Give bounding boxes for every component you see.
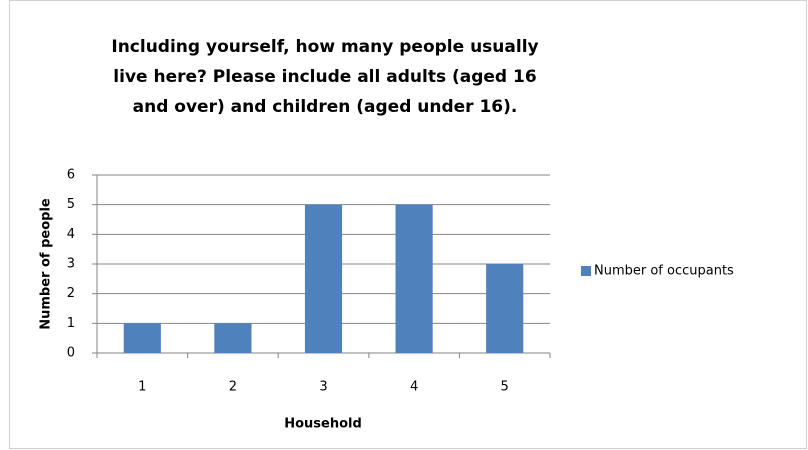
y-tick-label: 0 xyxy=(67,346,75,361)
bar xyxy=(395,204,433,353)
x-tick-label: 4 xyxy=(410,380,418,395)
y-tick-label: 1 xyxy=(67,316,75,331)
legend-swatch xyxy=(581,266,591,276)
bar xyxy=(214,323,252,353)
x-tick-label: 2 xyxy=(229,380,237,395)
x-tick-label: 1 xyxy=(138,380,146,395)
y-tick-label: 4 xyxy=(67,227,75,242)
legend-label: Number of occupants xyxy=(594,264,734,279)
y-axis-label: Number of people xyxy=(39,198,54,330)
y-tick-label: 5 xyxy=(67,197,75,212)
chart-title: Including yourself, how many people usua… xyxy=(111,37,539,117)
bar xyxy=(304,204,343,353)
x-tick-label: 5 xyxy=(501,380,509,395)
bar xyxy=(123,323,161,353)
bar xyxy=(486,264,524,353)
chart-border xyxy=(9,0,807,449)
y-tick-label: 6 xyxy=(67,168,75,183)
y-tick-label: 3 xyxy=(67,257,75,272)
y-tick-label: 2 xyxy=(67,286,75,301)
x-axis-label: Household xyxy=(284,417,362,432)
x-tick-label: 3 xyxy=(319,380,327,395)
